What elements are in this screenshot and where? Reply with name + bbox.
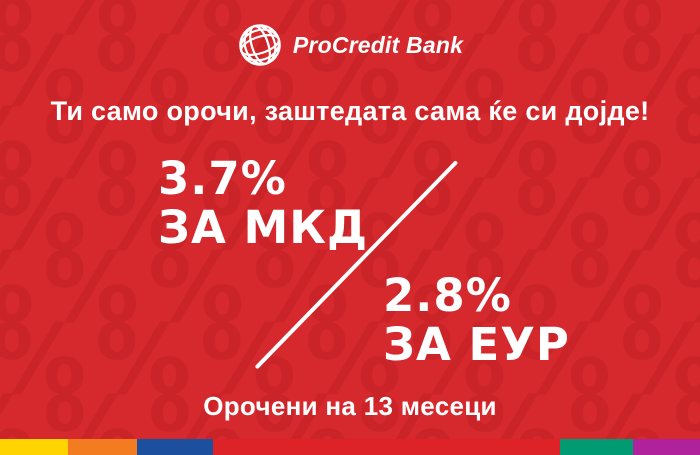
offer-mkd-currency: ЗА МКД xyxy=(158,201,369,254)
offer-mkd-rate: 3.7% xyxy=(158,152,287,205)
stripe-segment-0 xyxy=(0,439,68,455)
percent-glyph: % xyxy=(568,232,665,344)
brand-logo-text: ProCredit Bank xyxy=(292,31,464,58)
percent-glyph: % xyxy=(148,232,245,344)
stripe-segment-3 xyxy=(213,439,560,455)
stripe-segment-4 xyxy=(560,439,633,455)
brand-color-stripe xyxy=(0,439,700,455)
offer-eur-rate: 2.8% xyxy=(383,269,512,322)
headline-text: Ти само орочи, заштедата сама ќе си дојд… xyxy=(50,96,650,126)
percent-glyph: % xyxy=(620,168,700,264)
footer-text: Орочени на 13 месеци xyxy=(203,391,497,421)
stripe-segment-1 xyxy=(68,439,137,455)
percent-glyph: % xyxy=(0,240,34,336)
offer-eur: 2.8% ЗА ЕУР xyxy=(383,273,570,367)
percent-glyph: % xyxy=(0,168,86,264)
globe-icon xyxy=(239,24,281,66)
stripe-segment-5 xyxy=(633,439,700,455)
percent-glyph: % xyxy=(410,160,507,272)
offer-mkd: 3.7% ЗА МКД xyxy=(158,156,368,250)
percent-glyph: % xyxy=(43,232,140,344)
percent-glyph: % xyxy=(673,240,700,336)
percent-glyph: % xyxy=(515,160,612,272)
stripe-segment-2 xyxy=(137,439,213,455)
brand-logo: ProCredit Bank xyxy=(0,22,700,68)
offer-eur-currency: ЗА ЕУР xyxy=(383,318,570,371)
